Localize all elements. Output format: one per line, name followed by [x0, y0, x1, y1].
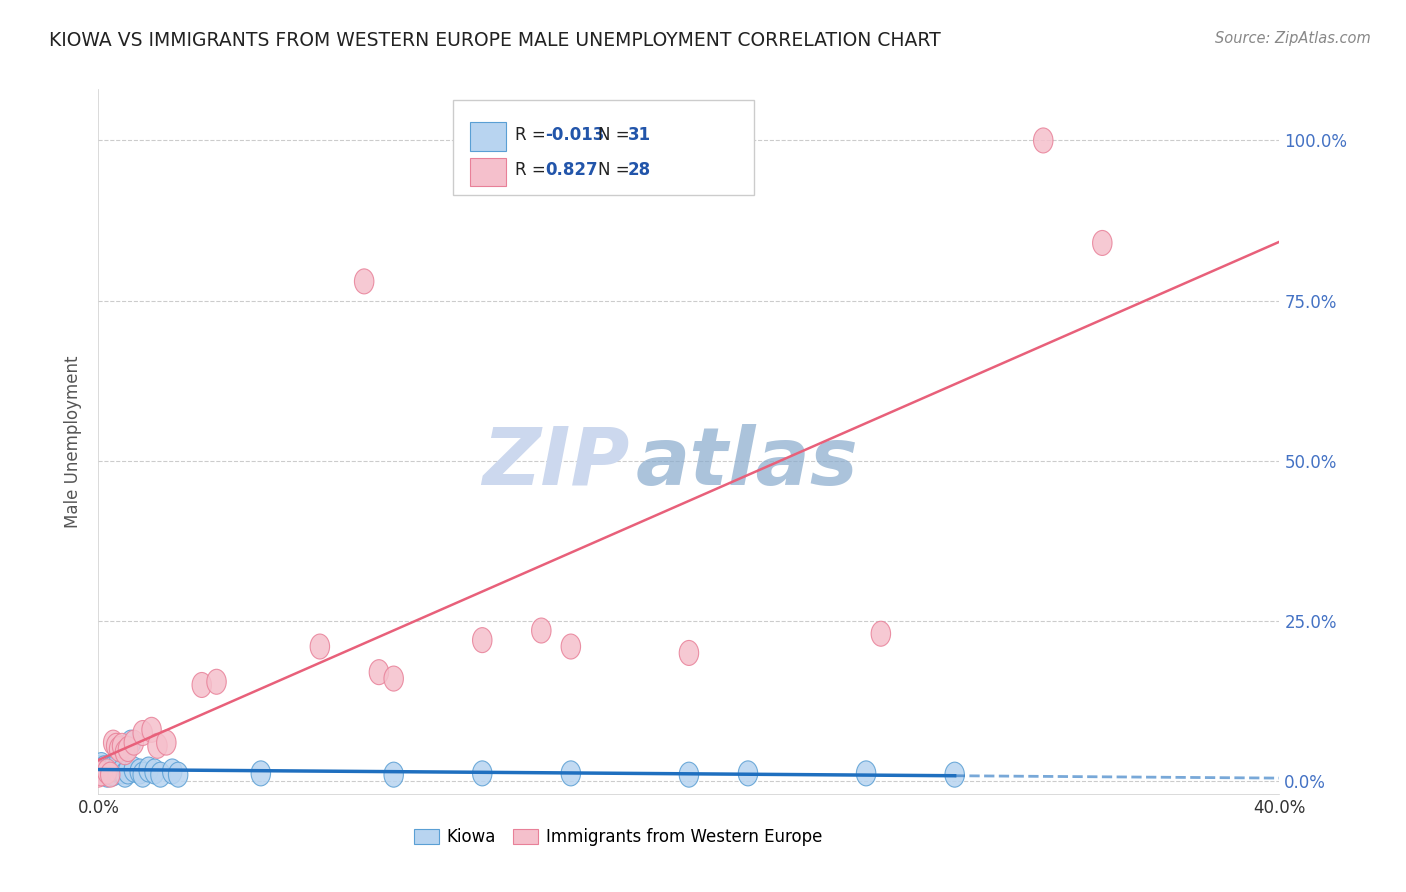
Ellipse shape — [107, 733, 127, 758]
Ellipse shape — [472, 628, 492, 653]
Ellipse shape — [370, 660, 388, 685]
Text: R =: R = — [516, 161, 546, 179]
Ellipse shape — [115, 762, 135, 787]
Ellipse shape — [139, 757, 159, 782]
Ellipse shape — [110, 749, 129, 774]
Ellipse shape — [311, 634, 329, 659]
Text: N =: N = — [598, 161, 630, 179]
Ellipse shape — [129, 759, 149, 784]
Ellipse shape — [91, 753, 111, 778]
Ellipse shape — [163, 759, 181, 784]
Text: N =: N = — [598, 126, 630, 144]
Ellipse shape — [115, 739, 135, 764]
Ellipse shape — [110, 737, 129, 762]
Ellipse shape — [472, 761, 492, 786]
Ellipse shape — [100, 762, 120, 787]
Ellipse shape — [112, 733, 132, 758]
Ellipse shape — [104, 756, 122, 780]
Ellipse shape — [207, 669, 226, 694]
Ellipse shape — [252, 761, 270, 786]
Ellipse shape — [100, 757, 120, 782]
FancyBboxPatch shape — [471, 158, 506, 186]
Ellipse shape — [354, 268, 374, 293]
Ellipse shape — [1092, 230, 1112, 255]
Ellipse shape — [112, 759, 132, 784]
Y-axis label: Male Unemployment: Male Unemployment — [65, 355, 83, 528]
Text: 28: 28 — [627, 161, 651, 179]
Text: -0.013: -0.013 — [546, 126, 605, 144]
Ellipse shape — [142, 717, 162, 742]
Ellipse shape — [89, 762, 108, 787]
Ellipse shape — [679, 640, 699, 665]
Ellipse shape — [856, 761, 876, 786]
Ellipse shape — [1033, 128, 1053, 153]
Text: ZIP: ZIP — [482, 424, 630, 501]
Ellipse shape — [118, 737, 138, 762]
Ellipse shape — [738, 761, 758, 786]
Ellipse shape — [561, 761, 581, 786]
Ellipse shape — [107, 757, 127, 782]
Ellipse shape — [384, 666, 404, 691]
Ellipse shape — [156, 731, 176, 756]
Ellipse shape — [97, 759, 117, 784]
Ellipse shape — [124, 757, 143, 782]
Ellipse shape — [124, 731, 143, 756]
Ellipse shape — [89, 756, 108, 780]
Ellipse shape — [134, 762, 152, 787]
Ellipse shape — [561, 634, 581, 659]
Ellipse shape — [193, 673, 211, 698]
Text: 31: 31 — [627, 126, 651, 144]
Ellipse shape — [384, 762, 404, 787]
FancyBboxPatch shape — [471, 122, 506, 151]
Ellipse shape — [148, 733, 167, 758]
Ellipse shape — [91, 761, 111, 786]
Ellipse shape — [145, 759, 165, 784]
Text: Source: ZipAtlas.com: Source: ZipAtlas.com — [1215, 31, 1371, 46]
Ellipse shape — [94, 756, 114, 780]
Ellipse shape — [104, 731, 122, 756]
Ellipse shape — [97, 762, 117, 787]
Text: 0.827: 0.827 — [546, 161, 598, 179]
Text: KIOWA VS IMMIGRANTS FROM WESTERN EUROPE MALE UNEMPLOYMENT CORRELATION CHART: KIOWA VS IMMIGRANTS FROM WESTERN EUROPE … — [49, 31, 941, 50]
Ellipse shape — [134, 721, 152, 746]
Ellipse shape — [104, 761, 122, 786]
Legend: Kiowa, Immigrants from Western Europe: Kiowa, Immigrants from Western Europe — [406, 822, 830, 853]
FancyBboxPatch shape — [453, 100, 754, 194]
Ellipse shape — [97, 759, 117, 784]
Ellipse shape — [945, 762, 965, 787]
Ellipse shape — [150, 762, 170, 787]
Ellipse shape — [121, 731, 141, 756]
Ellipse shape — [169, 762, 188, 787]
Ellipse shape — [872, 621, 890, 646]
Ellipse shape — [679, 762, 699, 787]
Ellipse shape — [89, 759, 108, 784]
Text: R =: R = — [516, 126, 546, 144]
Ellipse shape — [531, 618, 551, 643]
Ellipse shape — [118, 759, 138, 784]
Text: atlas: atlas — [636, 424, 859, 501]
